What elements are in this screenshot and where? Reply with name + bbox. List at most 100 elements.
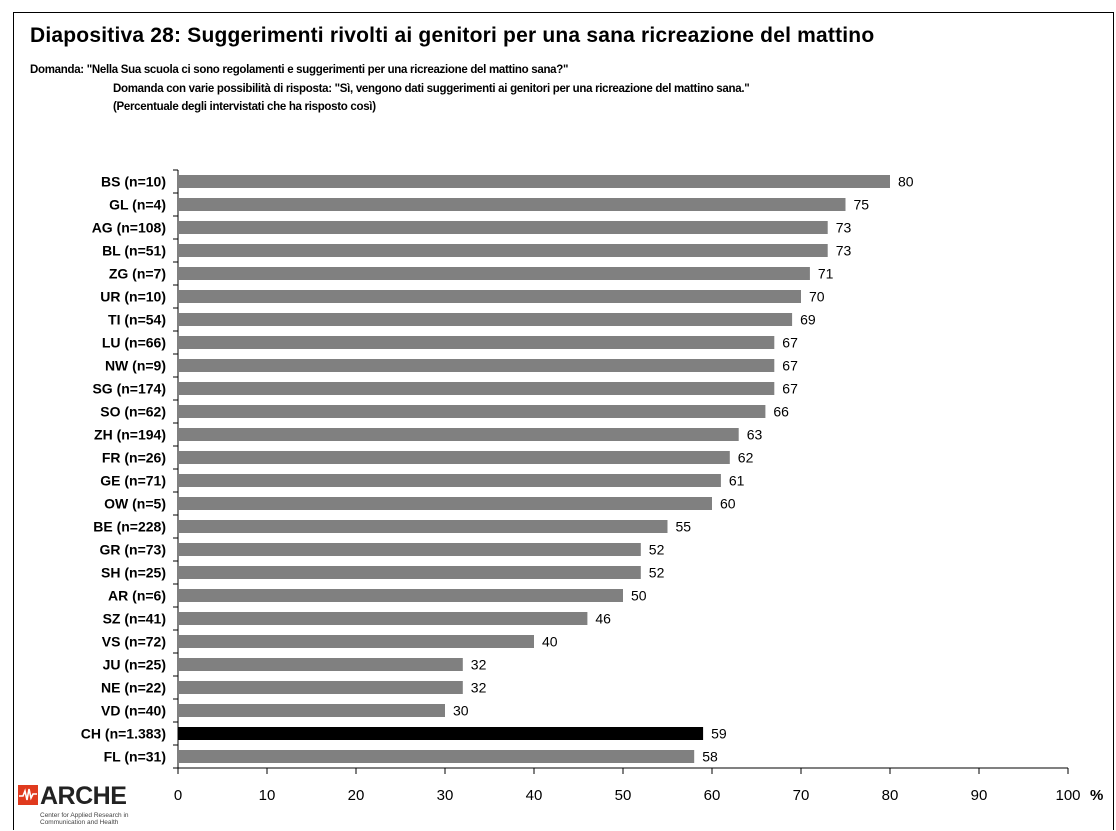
slide-frame [13, 12, 1114, 830]
bar [178, 428, 739, 441]
category-label: VS (n=72) [102, 634, 166, 650]
answer-note: Domanda con varie possibilità di rispost… [113, 83, 750, 95]
value-label: 63 [747, 427, 763, 443]
category-label: AG (n=108) [92, 220, 166, 236]
x-tick-label: 30 [437, 787, 454, 804]
x-tick-label: 20 [348, 787, 365, 804]
category-label: LU (n=66) [102, 335, 166, 351]
bar [178, 750, 695, 763]
value-label: 80 [898, 174, 914, 190]
x-tick-label: 40 [526, 787, 543, 804]
category-label: BL (n=51) [102, 243, 166, 259]
logo-subtitle: Center for Applied Research in Communica… [40, 812, 150, 826]
category-label: NW (n=9) [105, 358, 166, 374]
bar [178, 221, 828, 234]
bar [178, 290, 801, 303]
category-label: VD (n=40) [101, 703, 166, 719]
logo-subtitle-line2: Communication and Health [40, 819, 119, 826]
category-label: TI (n=54) [108, 312, 166, 328]
bar [178, 727, 704, 740]
value-label: 73 [836, 220, 852, 236]
value-label: 67 [782, 358, 798, 374]
category-label: ZG (n=7) [109, 266, 166, 282]
x-tick-label: 60 [704, 787, 721, 804]
value-label: 59 [711, 726, 727, 742]
bar [178, 658, 463, 671]
bar [178, 635, 534, 648]
bar [178, 198, 846, 211]
value-label: 52 [649, 542, 665, 558]
bar [178, 451, 730, 464]
value-label: 71 [818, 266, 834, 282]
slide-title: Diapositiva 28: Suggerimenti rivolti ai … [30, 24, 875, 47]
value-label: 62 [738, 450, 754, 466]
category-label: BE (n=228) [93, 519, 166, 535]
category-label: SZ (n=41) [103, 611, 166, 627]
category-label: BS (n=10) [101, 174, 166, 190]
value-label: 70 [809, 289, 825, 305]
value-label: 69 [800, 312, 816, 328]
category-label: GL (n=4) [109, 197, 166, 213]
bar [178, 336, 775, 349]
value-label: 60 [720, 496, 736, 512]
x-tick-label: 70 [793, 787, 810, 804]
category-label: SG (n=174) [92, 381, 166, 397]
category-label: CH (n=1.383) [81, 726, 166, 742]
category-label: ZH (n=194) [94, 427, 166, 443]
x-tick-label: 50 [615, 787, 632, 804]
value-label: 30 [453, 703, 469, 719]
bar [178, 520, 668, 533]
bar [178, 382, 775, 395]
bar [178, 313, 793, 326]
category-label: AR (n=6) [108, 588, 166, 604]
bar [178, 704, 445, 717]
bar [178, 566, 641, 579]
category-label: OW (n=5) [104, 496, 166, 512]
category-label: SO (n=62) [100, 404, 166, 420]
value-label: 67 [782, 335, 798, 351]
value-label: 75 [854, 197, 870, 213]
x-unit-label: % [1090, 787, 1103, 804]
bar [178, 589, 623, 602]
bar [178, 405, 766, 418]
value-label: 32 [471, 657, 487, 673]
logo-name: ARCHE [40, 782, 127, 810]
value-label: 66 [773, 404, 789, 420]
bar [178, 543, 641, 556]
category-label: FL (n=31) [104, 749, 166, 765]
category-label: SH (n=25) [101, 565, 166, 581]
unit-note: (Percentuale degli intervistati che ha r… [113, 101, 376, 113]
category-label: JU (n=25) [103, 657, 166, 673]
x-tick-label: 100 [1055, 787, 1080, 804]
bar [178, 474, 721, 487]
x-tick-label: 80 [882, 787, 899, 804]
logo-subtitle-line1: Center for Applied Research in [40, 812, 129, 819]
bar [178, 359, 775, 372]
value-label: 58 [702, 749, 718, 765]
bar [178, 267, 810, 280]
bar [178, 497, 712, 510]
value-label: 40 [542, 634, 558, 650]
category-label: GR (n=73) [99, 542, 166, 558]
value-label: 55 [676, 519, 692, 535]
bar [178, 612, 588, 625]
x-tick-label: 90 [971, 787, 988, 804]
question-text: Domanda: "Nella Sua scuola ci sono regol… [30, 64, 569, 76]
value-label: 46 [595, 611, 611, 627]
category-label: FR (n=26) [102, 450, 166, 466]
category-label: GE (n=71) [100, 473, 166, 489]
arche-logo: ARCHE Center for Applied Research in Com… [18, 782, 158, 830]
pulse-icon [18, 785, 38, 805]
value-label: 73 [836, 243, 852, 259]
category-label: NE (n=22) [101, 680, 166, 696]
value-label: 61 [729, 473, 745, 489]
value-label: 67 [782, 381, 798, 397]
value-label: 32 [471, 680, 487, 696]
bar [178, 244, 828, 257]
bar [178, 681, 463, 694]
x-tick-label: 10 [259, 787, 276, 804]
bar [178, 175, 890, 188]
value-label: 52 [649, 565, 665, 581]
value-label: 50 [631, 588, 647, 604]
